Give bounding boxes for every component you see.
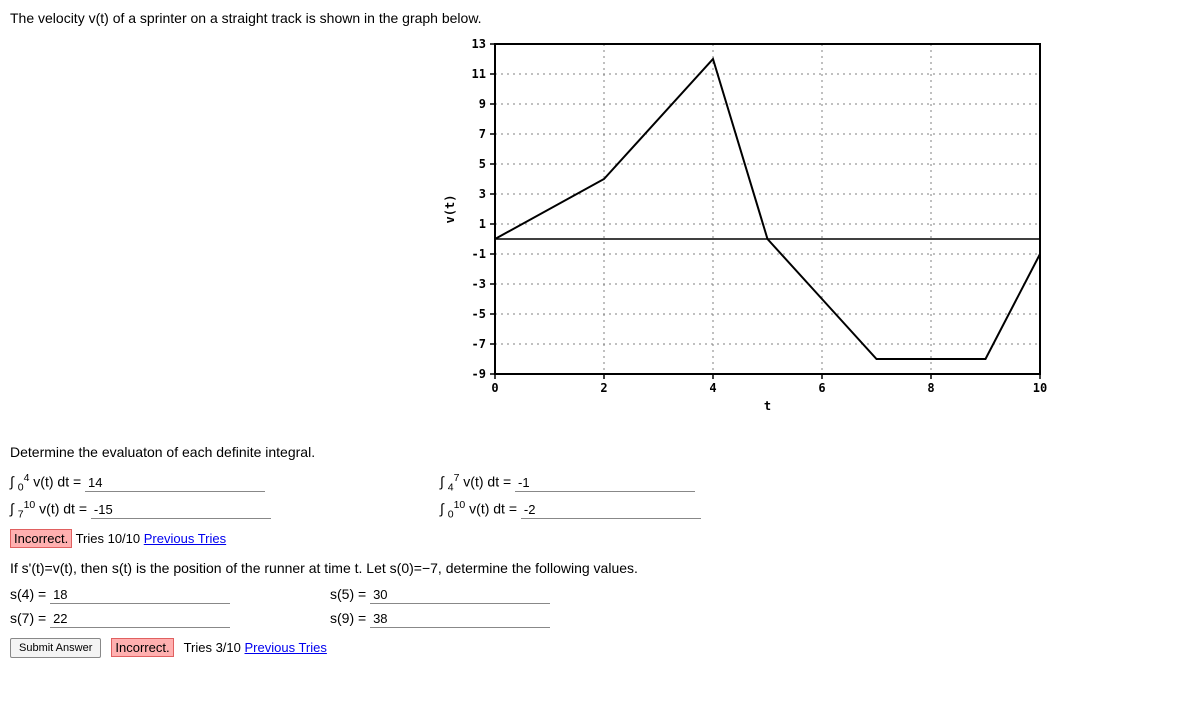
svg-text:7: 7 xyxy=(479,127,486,141)
integral-4-label: ∫ 010 v(t) dt = xyxy=(440,499,521,520)
integral-2-input[interactable] xyxy=(515,474,695,492)
section2-tries: Tries 3/10 xyxy=(184,640,241,655)
svg-text:10: 10 xyxy=(1033,381,1047,395)
integral-3-input[interactable] xyxy=(91,501,271,519)
svg-text:-7: -7 xyxy=(472,337,486,351)
velocity-chart: -9-7-5-3-11357911130246810tv(t) xyxy=(440,34,1190,414)
s7-label: s(7) = xyxy=(10,610,50,626)
svg-text:-1: -1 xyxy=(472,247,486,261)
integral-1-input[interactable] xyxy=(85,474,265,492)
s9-input[interactable] xyxy=(370,610,550,628)
svg-text:13: 13 xyxy=(472,37,486,51)
svg-text:-3: -3 xyxy=(472,277,486,291)
svg-text:0: 0 xyxy=(491,381,498,395)
svg-text:2: 2 xyxy=(600,381,607,395)
section1-prompt: Determine the evaluaton of each definite… xyxy=(10,444,1190,460)
s5-label: s(5) = xyxy=(330,586,370,602)
integral-3-label: ∫ 710 v(t) dt = xyxy=(10,499,91,520)
svg-text:5: 5 xyxy=(479,157,486,171)
svg-text:v(t): v(t) xyxy=(443,195,457,224)
submit-answer-button[interactable]: Submit Answer xyxy=(10,638,101,658)
problem-statement: The velocity v(t) of a sprinter on a str… xyxy=(10,10,1190,26)
svg-text:9: 9 xyxy=(479,97,486,111)
integral-2-label: ∫ 47 v(t) dt = xyxy=(440,472,515,493)
svg-text:6: 6 xyxy=(818,381,825,395)
s7-input[interactable] xyxy=(50,610,230,628)
section2-previous-tries-link[interactable]: Previous Tries xyxy=(245,640,327,655)
svg-text:4: 4 xyxy=(709,381,716,395)
integral-4-input[interactable] xyxy=(521,501,701,519)
s5-input[interactable] xyxy=(370,586,550,604)
svg-text:11: 11 xyxy=(472,67,486,81)
s9-label: s(9) = xyxy=(330,610,370,626)
s4-input[interactable] xyxy=(50,586,230,604)
svg-text:-9: -9 xyxy=(472,367,486,381)
integral-1-label: ∫ 04 v(t) dt = xyxy=(10,472,85,493)
svg-text:-5: -5 xyxy=(472,307,486,321)
svg-text:1: 1 xyxy=(479,217,486,231)
section1-status: Incorrect. xyxy=(10,529,72,548)
svg-text:t: t xyxy=(764,399,771,413)
s4-label: s(4) = xyxy=(10,586,50,602)
section2-status: Incorrect. xyxy=(111,638,173,657)
svg-text:3: 3 xyxy=(479,187,486,201)
section1-tries: Tries 10/10 xyxy=(76,531,141,546)
section1-previous-tries-link[interactable]: Previous Tries xyxy=(144,531,226,546)
section2-prompt: If s'(t)=v(t), then s(t) is the position… xyxy=(10,560,1190,576)
svg-text:8: 8 xyxy=(927,381,934,395)
